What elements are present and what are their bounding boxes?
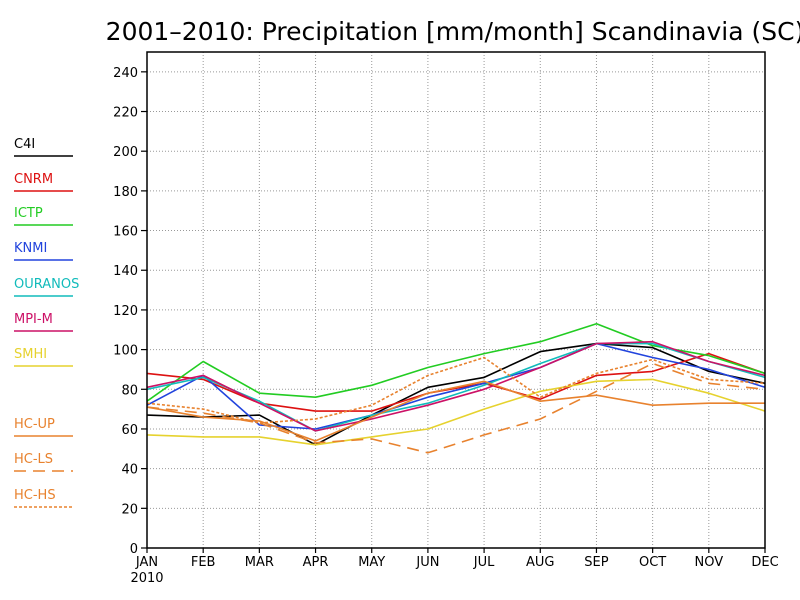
- plot-frame: [146, 51, 766, 549]
- chart-title: 2001–2010: Precipitation [mm/month] Scan…: [106, 17, 800, 46]
- x-tick-label: MAY: [358, 555, 385, 570]
- series-line-smhi: [146, 378, 766, 446]
- y-axis: 0 20 40 60 80 100 120 140 160 180 200 220 240: [113, 66, 147, 557]
- y-tick-label: 200: [113, 145, 138, 160]
- series-line-hc-up: [146, 380, 765, 442]
- x-tick-label: MAR: [245, 555, 274, 570]
- x-axis: JAN FEB MAR APR MAY JUN JUL AUG SEP OCT NOV DEC: [135, 548, 779, 570]
- series-line-hc-ls: [146, 362, 766, 454]
- y-tick-label: 140: [113, 264, 138, 279]
- series-line-ouranos: [146, 342, 766, 432]
- legend-label-hc-up: HC-UP: [14, 417, 55, 432]
- legend-label-knmi: KNMI: [14, 241, 47, 256]
- x-year-label: 2010: [130, 571, 163, 586]
- series-line-knmi: [146, 342, 766, 430]
- legend-label-ouranos: OURANOS: [14, 277, 79, 292]
- x-tick-label: FEB: [191, 555, 216, 570]
- legend-label-c4i: C4I: [14, 137, 35, 152]
- legend-label-mpi-m: MPI-M: [14, 312, 53, 327]
- y-tick-label: 160: [113, 225, 138, 240]
- x-tick-label: APR: [303, 555, 329, 570]
- x-tick-label: JAN: [135, 555, 158, 570]
- y-tick-label: 120: [113, 304, 138, 319]
- y-tick-label: 20: [121, 502, 138, 517]
- legend-label-hc-hs: HC-HS: [14, 488, 56, 503]
- legend-label-cnrm: CNRM: [14, 172, 53, 187]
- x-tick-label: JUL: [473, 555, 495, 570]
- y-tick-label: 180: [113, 185, 138, 200]
- x-tick-label: DEC: [751, 555, 778, 570]
- y-tick-label: 80: [121, 383, 138, 398]
- series-line-hc-hs: [146, 356, 766, 424]
- grid: [147, 52, 765, 548]
- x-tick-label: AUG: [526, 555, 554, 570]
- y-tick-label: 220: [113, 106, 138, 121]
- y-tick-label: 60: [121, 423, 138, 438]
- y-tick-label: 100: [113, 344, 138, 359]
- x-tick-label: SEP: [584, 555, 608, 570]
- series-line-mpi-m: [146, 340, 766, 432]
- y-tick-label: 40: [121, 463, 138, 478]
- legend-label-smhi: SMHI: [14, 347, 47, 362]
- legend: C4I CNRM ICTP KNMI OURANOS MPI-M SMHI HC-UP HC-L…: [14, 137, 79, 508]
- series-line-c4i: [146, 342, 766, 446]
- x-tick-label: NOV: [695, 555, 724, 570]
- x-tick-label: JUN: [415, 555, 439, 570]
- y-tick-label: 240: [113, 66, 138, 81]
- legend-label-hc-ls: HC-LS: [14, 452, 53, 467]
- legend-label-ictp: ICTP: [14, 206, 43, 221]
- series-lines: [146, 322, 766, 454]
- y-tick-label: 0: [130, 542, 138, 557]
- x-tick-label: OCT: [639, 555, 666, 570]
